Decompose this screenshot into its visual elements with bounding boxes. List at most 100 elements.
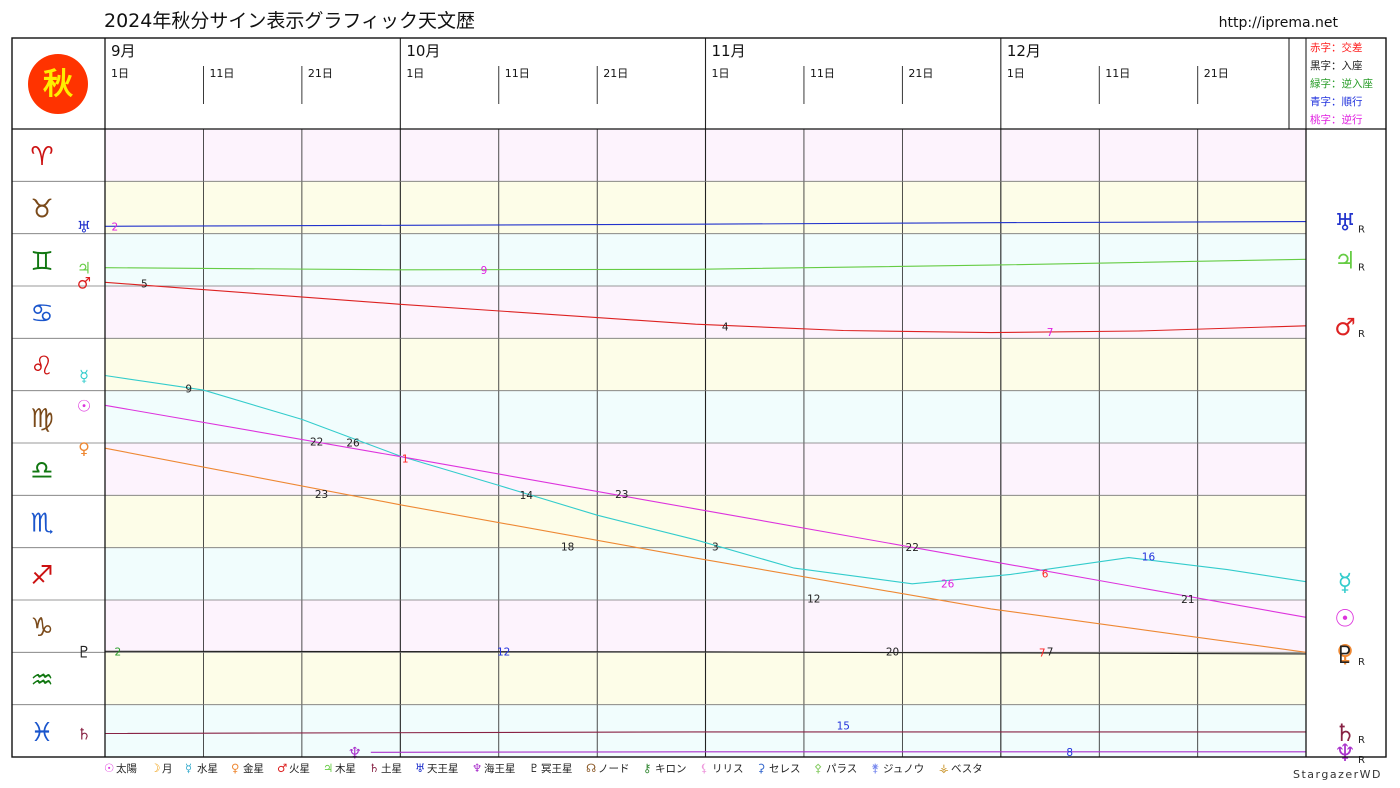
annotation-label: 21	[1181, 594, 1194, 606]
planet-start-glyph: ♇	[77, 642, 91, 661]
legend-label: 冥王星	[541, 763, 573, 775]
day-label: 11日	[810, 67, 835, 80]
month-header: 9月 1日 11日 21日 10月 1日 11日 21日 11月 1日 11日 21日 12月 1日 11日…	[111, 42, 1229, 104]
day-label: 21日	[1204, 67, 1229, 80]
retrograde-marker: R	[1358, 225, 1365, 236]
legend-label: ノード	[598, 763, 630, 775]
zodiac-sign-glyph: ♓	[30, 718, 53, 748]
planet-line	[370, 751, 1306, 753]
month-label: 10月	[406, 42, 440, 60]
month-label: 12月	[1007, 42, 1041, 60]
legend-glyph: ☊	[586, 761, 596, 775]
zodiac-sign-glyph: ♋	[30, 299, 53, 329]
legend-label: 月	[162, 763, 173, 775]
planet-end-glyph: ♃	[1334, 246, 1356, 274]
annotation-label: 3	[712, 542, 719, 554]
planet-end-glyph: ♄	[1334, 719, 1356, 747]
annotation-label: 23	[615, 489, 628, 501]
planet-start-glyph: ♃	[77, 259, 91, 278]
annotation-label: 5	[141, 278, 148, 290]
planet-end-glyph: ♅	[1334, 209, 1356, 237]
color-key-item: 桃字：逆行	[1310, 113, 1363, 126]
legend-label: リリス	[712, 763, 744, 775]
planet-start-glyph: ♄	[77, 724, 91, 743]
planet-line	[104, 374, 1307, 585]
annotation-label: 23	[315, 489, 328, 501]
legend-glyph: ⚷	[643, 761, 651, 775]
legend-glyph: ☽	[150, 761, 160, 775]
day-label: 11日	[1105, 67, 1130, 80]
legend-label: パラス	[826, 763, 857, 775]
planet-start-glyph: ☿	[79, 366, 89, 385]
annotation-label: 8	[1066, 747, 1073, 759]
legend-label: 天王星	[427, 763, 459, 775]
retrograde-marker: R	[1358, 657, 1365, 668]
retrograde-marker: R	[1358, 735, 1365, 746]
color-key-item: 黒字：入座	[1310, 59, 1363, 72]
legend-glyph: ⚸	[700, 761, 708, 775]
annotation-label: 7	[1047, 327, 1054, 339]
planet-line	[104, 281, 1307, 334]
retrograde-marker: R	[1358, 262, 1365, 273]
planet-start-glyph: ☉	[77, 396, 91, 415]
legend-label: 金星	[243, 762, 264, 775]
planet-line	[104, 447, 1307, 653]
day-label: 1日	[406, 67, 424, 80]
zodiac-sign-glyph: ♏	[30, 509, 53, 539]
retrograde-marker: R	[1358, 329, 1365, 340]
annotation-label: 26	[346, 437, 360, 449]
annotation-label: 20	[886, 646, 899, 658]
color-key-item: 緑字：逆入座	[1310, 77, 1373, 90]
month-label: 9月	[111, 42, 136, 60]
legend-glyph: ⚳	[757, 761, 765, 775]
color-key-item: 赤字：交差	[1310, 41, 1363, 54]
day-label: 1日	[1007, 67, 1025, 80]
planet-line	[104, 404, 1307, 618]
annotation-label: 16	[1142, 552, 1156, 564]
legend-label: ベスタ	[951, 763, 983, 775]
month-label: 11月	[712, 42, 746, 60]
legend-glyph: ⚵	[871, 761, 879, 775]
planet-end-labels: ♅ ♅ R♃ ♃ R♂♂ R☿☿☉☉♀♀♇ ♇ R♄ ♄ R♆ ♆ R	[77, 209, 1365, 767]
annotation-label: 14	[520, 490, 534, 502]
annotation-label: 9	[481, 265, 488, 277]
day-label: 21日	[308, 67, 333, 80]
annotation-label: 4	[722, 321, 729, 333]
legend-label: 木星	[335, 763, 356, 775]
zodiac-sign-glyph: ♍	[30, 404, 53, 434]
zodiac-sign-glyph: ♎	[30, 456, 53, 486]
planet-line	[104, 221, 1307, 227]
zodiac-sign-glyph: ♈	[30, 142, 53, 172]
sign-column: ♈ ♉ ♊ ♋ ♌ ♍ ♎ ♏ ♐ ♑ ♒ ♓	[30, 142, 53, 748]
annotation-label: 22	[310, 436, 323, 448]
annotation-label: 1	[402, 454, 409, 466]
source-url: http://iprema.net	[1219, 15, 1339, 31]
legend-glyph: ♀	[231, 761, 239, 775]
retrograde-marker: R	[1358, 755, 1365, 766]
planet-line	[104, 650, 1307, 655]
legend-label: 太陽	[116, 762, 137, 775]
planet-start-glyph: ♂	[77, 273, 91, 292]
day-label: 21日	[908, 67, 933, 80]
planet-end-glyph: ♇	[1334, 641, 1356, 669]
planet-start-glyph: ♅	[77, 217, 91, 236]
legend-glyph: ⚴	[814, 761, 822, 775]
planet-end-glyph: ☿	[1338, 569, 1353, 597]
annotation-label: 2	[114, 646, 121, 658]
legend-glyph: ♅	[415, 761, 425, 775]
color-key-item: 青字：順行	[1310, 95, 1363, 108]
legend-glyph: ☉	[104, 761, 114, 775]
day-label: 1日	[111, 67, 129, 80]
legend-label: 火星	[289, 763, 310, 775]
legend-glyph: ♇	[529, 761, 539, 775]
legend-label: 水星	[197, 763, 218, 775]
zodiac-sign-glyph: ♐	[30, 561, 53, 591]
day-label: 11日	[209, 67, 234, 80]
legend-label: キロン	[655, 763, 687, 775]
credit-text: StargazerWD	[1293, 768, 1382, 781]
planet-end-glyph: ♆	[1334, 739, 1356, 767]
legend-label: 土星	[381, 762, 402, 775]
day-label: 11日	[505, 67, 530, 80]
